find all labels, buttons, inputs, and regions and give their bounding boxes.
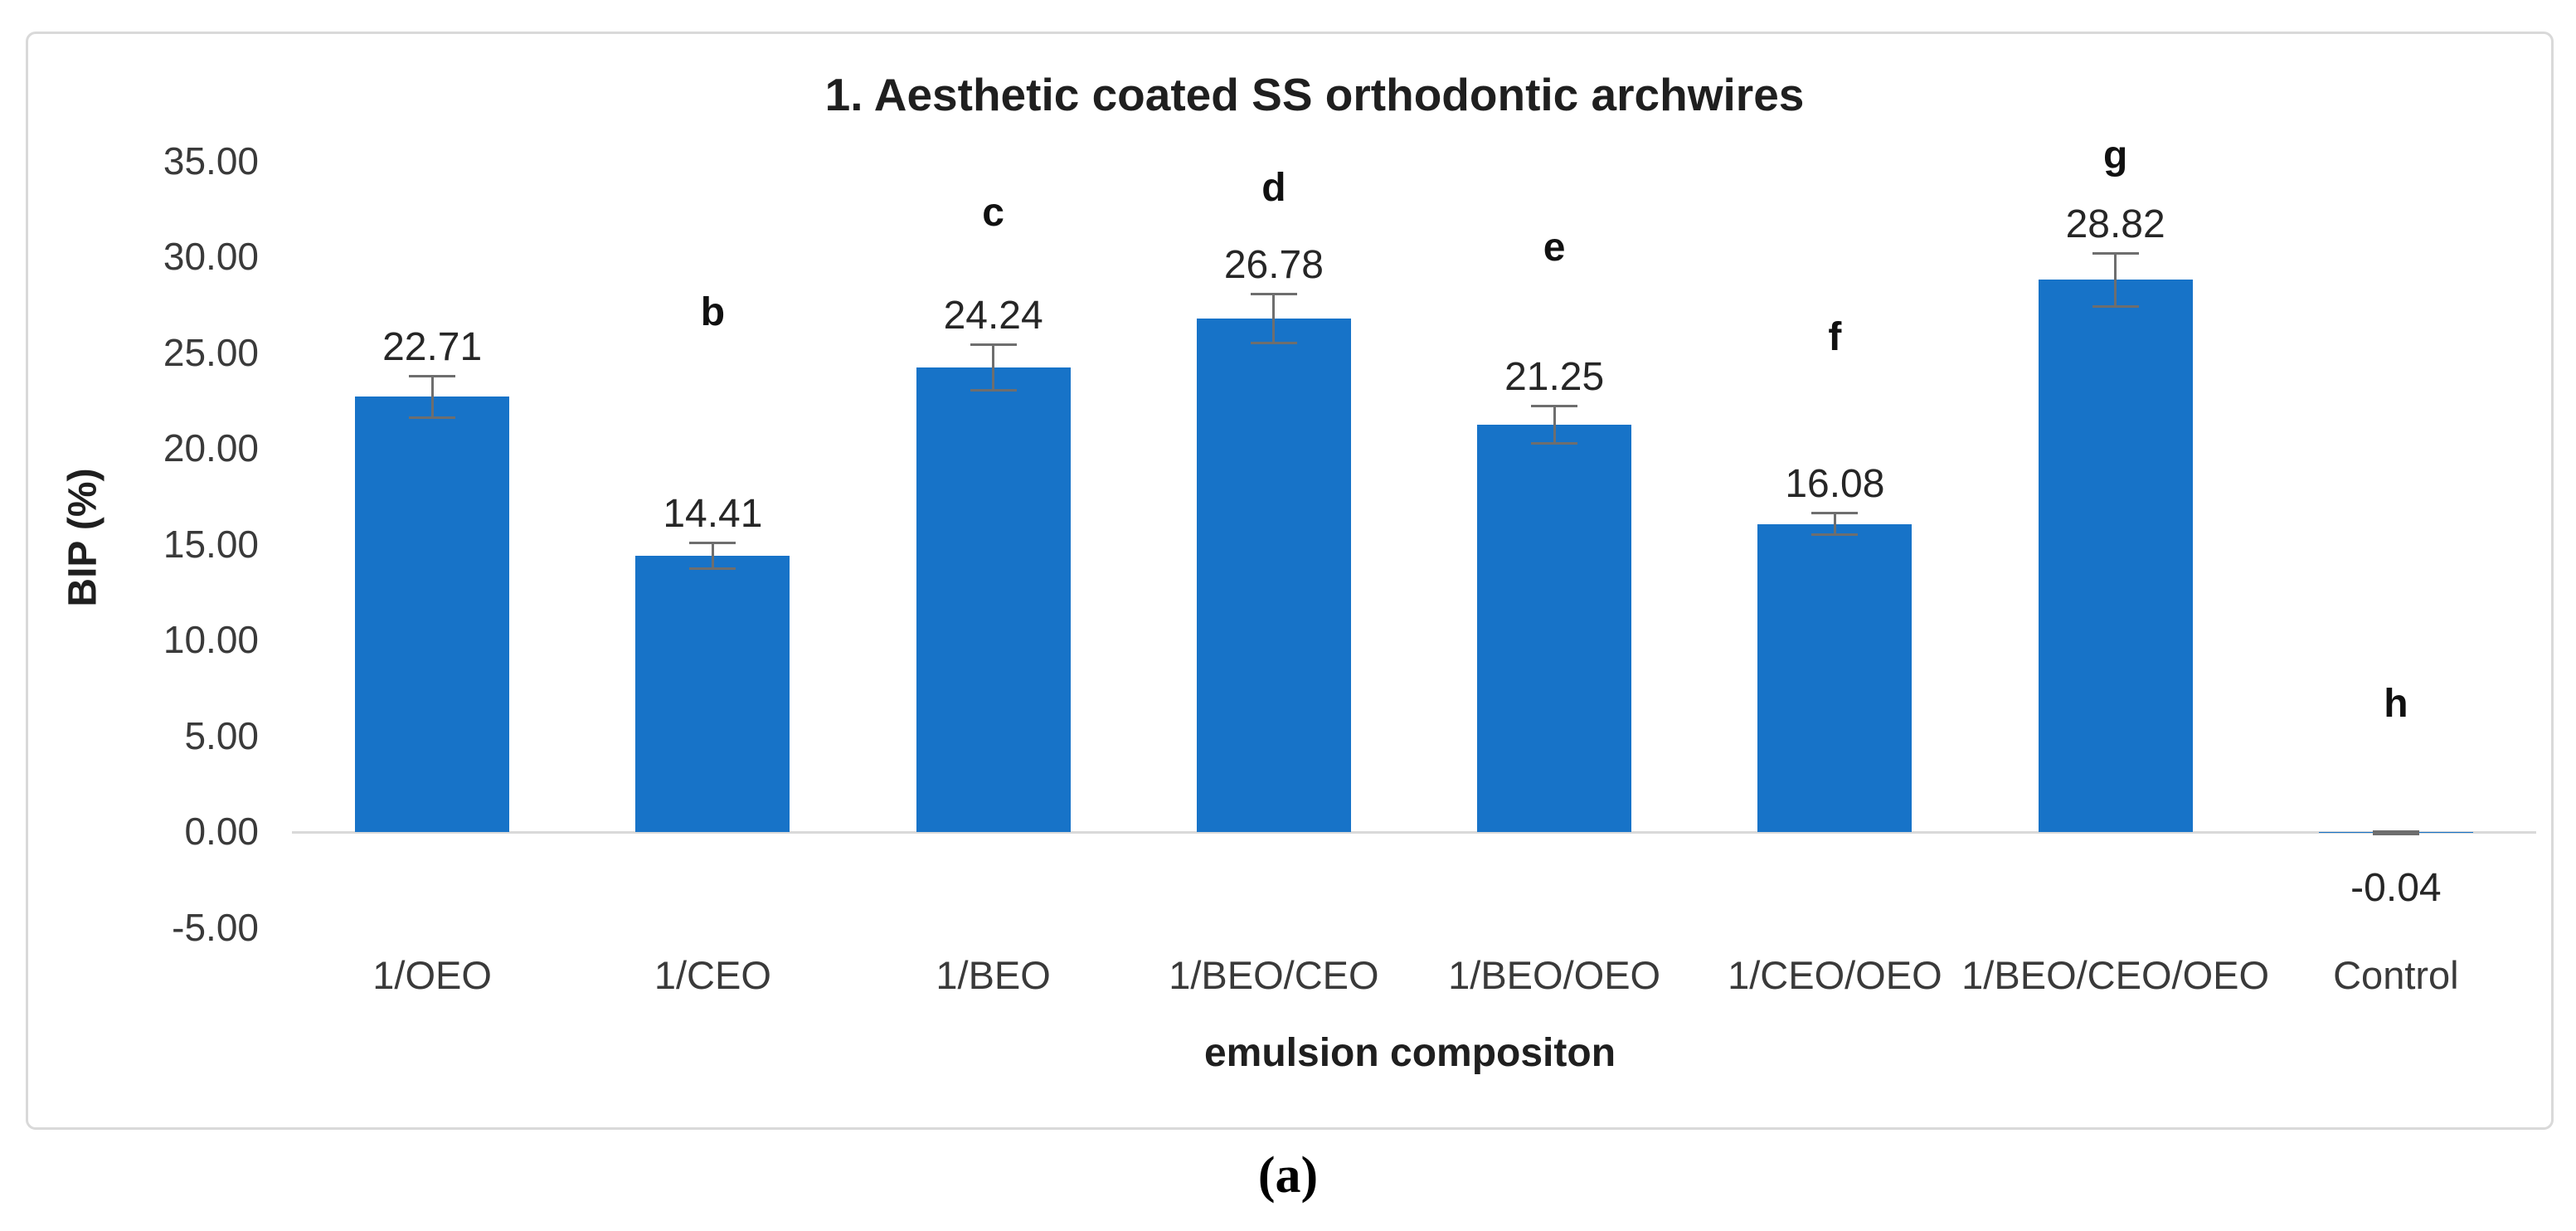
error-bar-line (430, 375, 434, 418)
x-tick-label: 1/OEO (372, 953, 492, 997)
sig-letter: b (700, 290, 726, 335)
y-tick-label: -5.00 (172, 905, 259, 949)
bar (635, 556, 790, 832)
x-tick-label: 1/BEO/CEO/OEO (1961, 953, 2270, 997)
error-bar-cap-bottom (1250, 342, 1297, 345)
bar (1477, 425, 1632, 832)
y-tick-label: 35.00 (163, 139, 259, 182)
x-tick-label: 1/CEO/OEO (1728, 953, 1942, 997)
y-tick-label: 15.00 (163, 522, 259, 566)
error-bar-cap-top (2372, 830, 2419, 834)
x-tick-label: 1/CEO (654, 953, 771, 997)
value-label: 14.41 (663, 491, 763, 536)
bar (1196, 319, 1351, 832)
error-bar-cap-bottom (689, 567, 736, 571)
error-bar-cap-top (2092, 251, 2139, 255)
bar (916, 367, 1071, 832)
bar (2038, 280, 2193, 832)
error-bar-line (1833, 512, 1836, 536)
sig-letter: c (982, 191, 1004, 236)
sig-letter: f (1828, 315, 1842, 360)
figure-caption: (a) (1257, 1147, 1319, 1204)
x-tick-label: 1/BEO (936, 953, 1051, 997)
error-bar-cap-top (1531, 405, 1578, 408)
value-label: 21.25 (1504, 355, 1605, 400)
x-tick-label: 1/BEO/OEO (1448, 953, 1661, 997)
x-tick-label: 1/BEO/CEO (1169, 953, 1379, 997)
y-tick-label: 0.00 (184, 810, 259, 853)
value-label: -0.04 (2350, 866, 2442, 910)
error-bar-line (1553, 406, 1556, 445)
value-label: 22.71 (382, 324, 483, 369)
error-bar-cap-bottom (1811, 533, 1859, 537)
error-bar-cap-top (409, 374, 456, 377)
sig-letter: e (1543, 225, 1566, 270)
x-axis-line (292, 831, 2536, 834)
sig-letter: d (1261, 166, 1286, 211)
y-tick-label: 10.00 (163, 618, 259, 661)
error-bar-line (711, 542, 714, 570)
error-bar-line (2114, 252, 2117, 307)
sig-letter: g (2102, 133, 2128, 178)
sig-letter: h (2384, 681, 2408, 726)
error-bar-cap-top (970, 343, 1017, 347)
error-bar-cap-bottom (2092, 304, 2139, 308)
error-bar-cap-top (689, 541, 736, 544)
error-bar-cap-bottom (1531, 442, 1578, 445)
value-label: 26.78 (1223, 243, 1324, 288)
y-tick-label: 20.00 (163, 426, 259, 470)
bar (1757, 523, 1913, 832)
error-bar-cap-top (1811, 511, 1859, 514)
y-tick-label: 25.00 (163, 330, 259, 374)
y-tick-label: 30.00 (163, 235, 259, 278)
error-bar-line (1272, 294, 1276, 344)
x-axis-title: emulsion compositon (1203, 1031, 1616, 1075)
value-label: 28.82 (2065, 202, 2165, 246)
value-label: 16.08 (1785, 461, 1885, 506)
y-tick-label: 5.00 (184, 713, 259, 757)
error-bar-cap-bottom (409, 416, 456, 419)
x-tick-label: Control (2333, 953, 2459, 997)
chart-title: 1. Aesthetic coated SS orthodontic archw… (824, 69, 1805, 120)
bar (355, 397, 510, 832)
error-bar-line (992, 344, 995, 391)
value-label: 24.24 (943, 294, 1043, 338)
error-bar-cap-top (1250, 293, 1297, 296)
error-bar-cap-bottom (970, 388, 1017, 392)
error-bar-cap-bottom (2372, 832, 2419, 835)
